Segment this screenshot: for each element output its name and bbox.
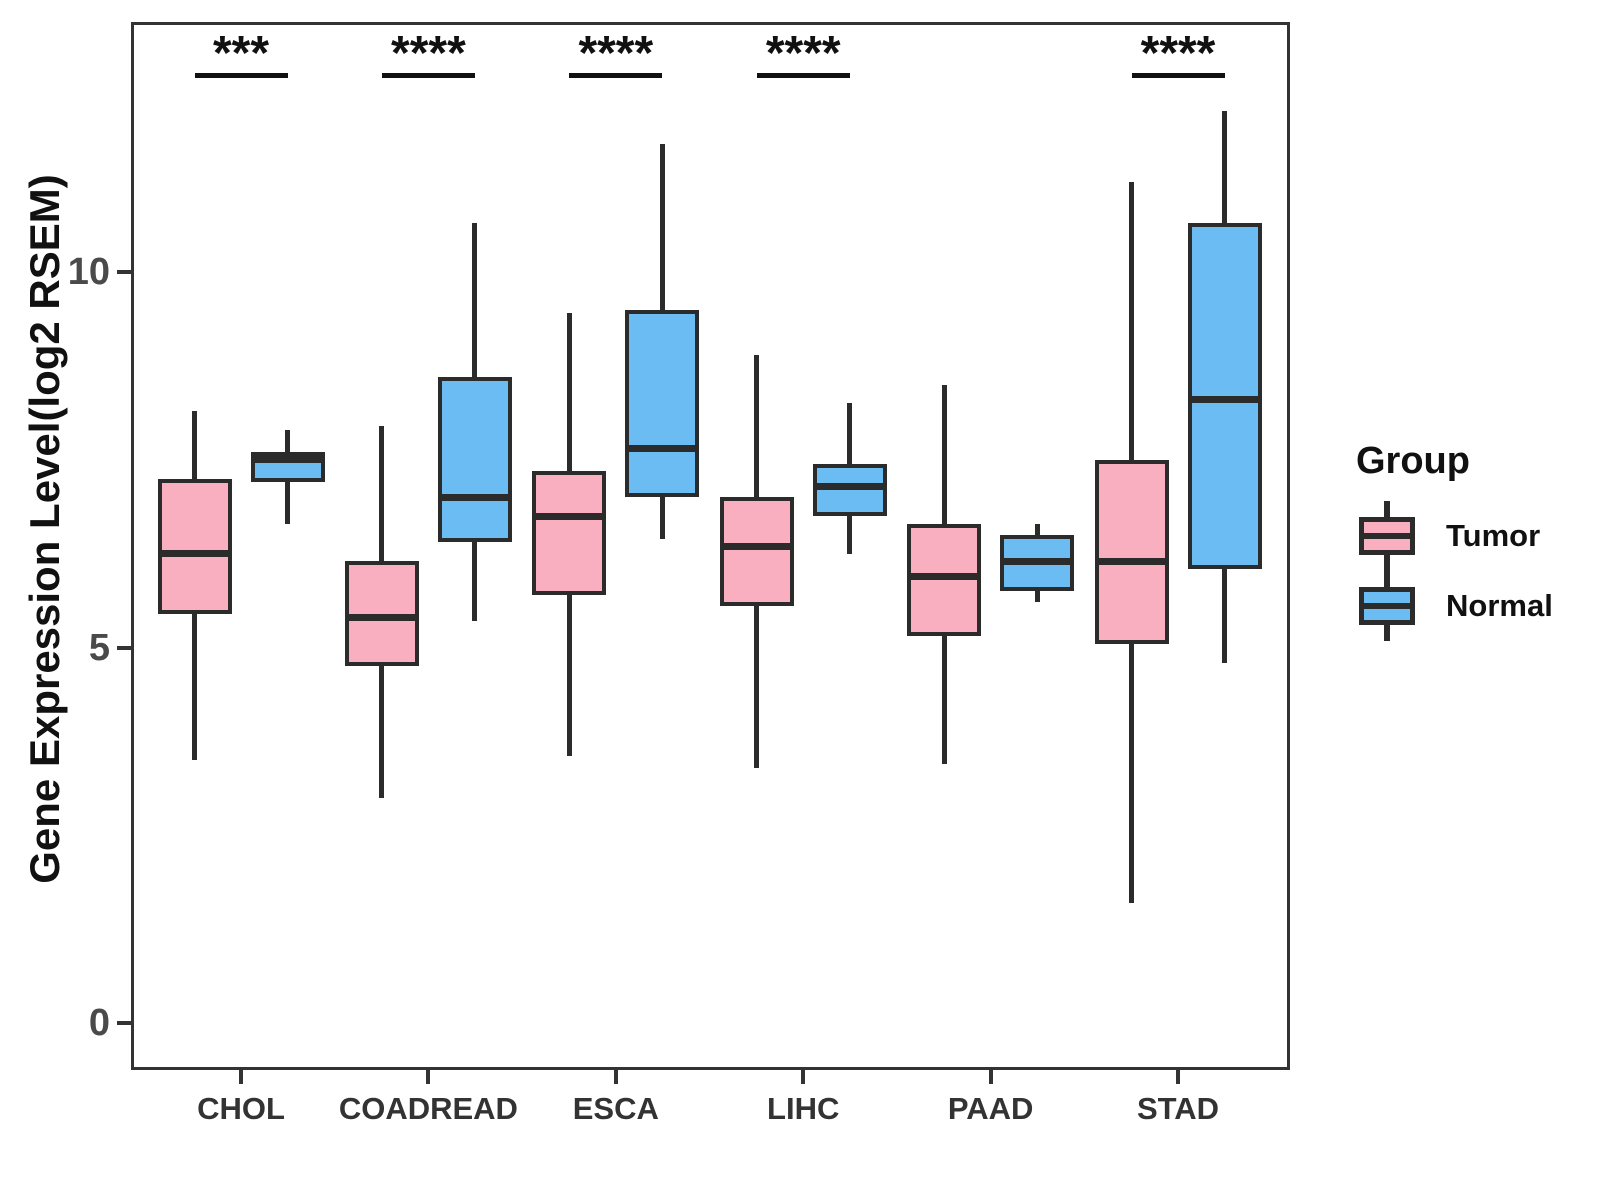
median-normal-ESCA [625, 444, 700, 452]
legend: Group Tumor Normal [1330, 440, 1590, 641]
significance-bar-CHOL [194, 73, 288, 78]
significance-label-COADREAD: **** [391, 27, 466, 80]
median-tumor-CHOL [157, 550, 232, 558]
x-axis-tick [801, 1070, 806, 1084]
y-axis-tick-label: 10 [67, 251, 110, 293]
median-normal-CHOL [250, 456, 325, 464]
median-tumor-STAD [1094, 557, 1169, 565]
legend-label-tumor: Tumor [1446, 518, 1541, 553]
median-normal-LIHC [812, 482, 887, 490]
y-axis-tick-label: 0 [88, 1002, 110, 1044]
significance-bar-COADREAD [381, 73, 475, 78]
y-axis-tick [117, 645, 131, 650]
box-normal-LIHC [812, 463, 887, 517]
x-axis-category-label: CHOL [197, 1091, 285, 1126]
significance-label-ESCA: **** [578, 27, 654, 80]
legend-label-normal: Normal [1446, 588, 1553, 623]
box-tumor-PAAD [907, 523, 982, 637]
box-tumor-CHOL [157, 478, 232, 614]
x-axis-tick [1176, 1070, 1180, 1084]
box-normal-STAD [1187, 223, 1262, 569]
significance-label-LIHC: **** [765, 27, 841, 80]
y-axis-tick-label: 5 [88, 626, 110, 669]
legend-title: Group [1356, 440, 1470, 482]
box-tumor-LIHC [719, 497, 794, 607]
x-axis-tick [426, 1070, 431, 1084]
median-tumor-COADREAD [344, 613, 419, 621]
significance-bar-STAD [1131, 73, 1225, 78]
legend-item-normal: Normal [1330, 571, 1590, 641]
x-axis-category-label: COADREAD [338, 1091, 518, 1126]
normal-boxplot-key-icon [1356, 571, 1418, 641]
x-axis-category-label: ESCA [572, 1091, 659, 1126]
x-axis-category-label: PAAD [947, 1091, 1034, 1126]
significance-label-STAD: **** [1140, 27, 1216, 80]
box-normal-ESCA [625, 309, 700, 498]
median-normal-PAAD [1000, 557, 1075, 565]
box-tumor-ESCA [532, 471, 607, 595]
median-normal-COADREAD [437, 493, 512, 501]
y-axis-tick [117, 270, 131, 274]
box-tumor-STAD [1094, 459, 1169, 644]
median-tumor-ESCA [532, 512, 607, 520]
legend-item-tumor: Tumor [1330, 501, 1590, 571]
box-tumor-COADREAD [344, 561, 419, 667]
y-axis-tick [117, 1021, 131, 1025]
x-axis-tick [613, 1070, 618, 1084]
box-normal-COADREAD [437, 377, 512, 543]
median-normal-STAD [1187, 396, 1262, 404]
x-axis-category-label: LIHC [767, 1091, 840, 1126]
significance-bar-ESCA [569, 73, 663, 78]
x-axis-tick [988, 1070, 993, 1084]
tumor-boxplot-key-icon [1356, 501, 1418, 571]
median-tumor-LIHC [719, 542, 794, 550]
x-axis-category-label: STAD [1136, 1091, 1220, 1126]
x-axis-tick [239, 1070, 243, 1084]
significance-label-CHOL: *** [212, 27, 270, 80]
median-tumor-PAAD [907, 572, 982, 580]
significance-bar-LIHC [756, 73, 850, 78]
